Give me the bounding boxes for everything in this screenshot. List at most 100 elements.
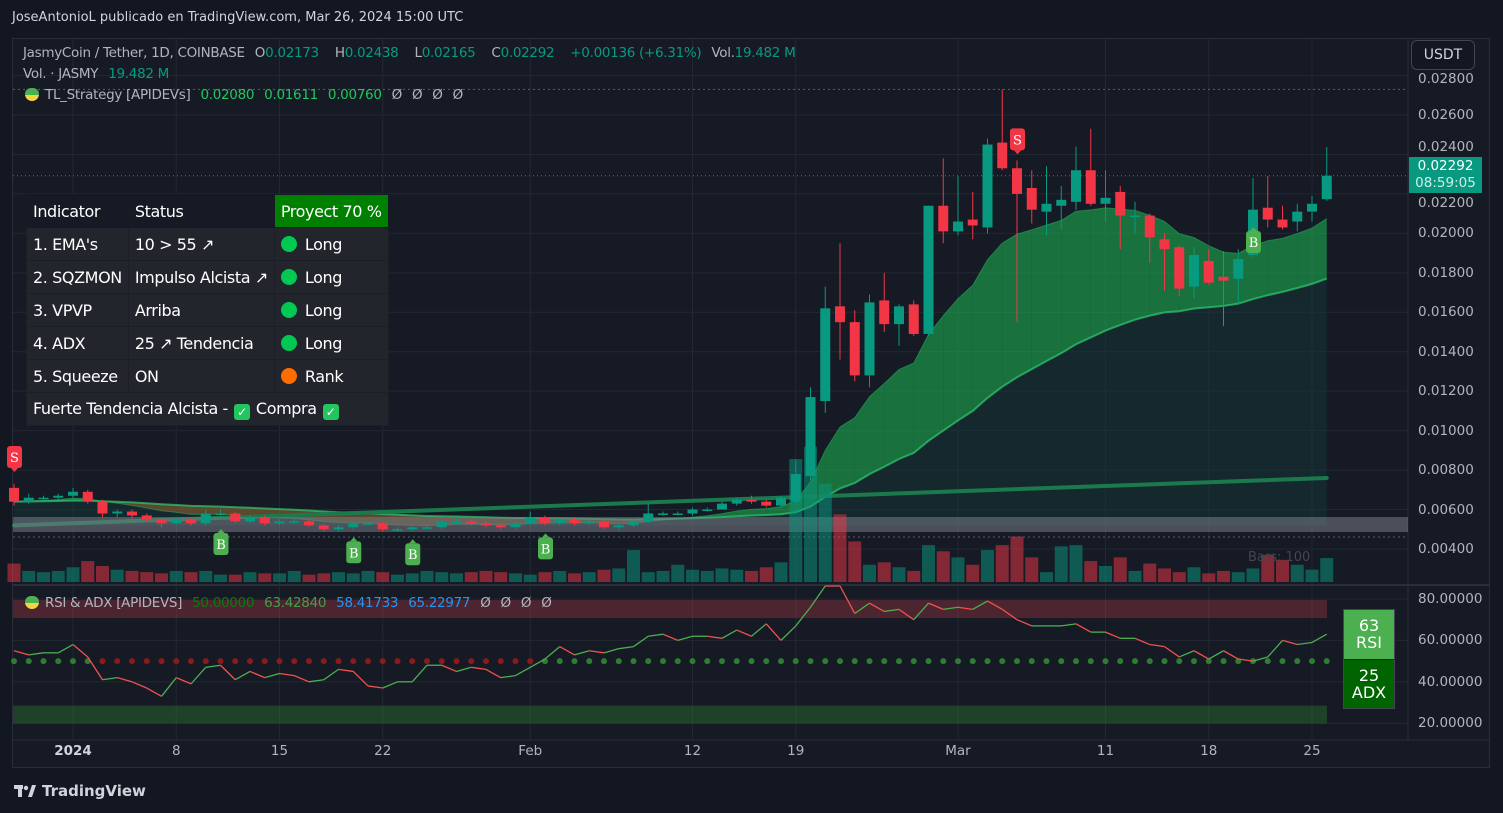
ema-cloud-segment bbox=[205, 506, 221, 515]
rsi-value: 50.00000 bbox=[192, 595, 255, 611]
trend-dot bbox=[866, 658, 873, 665]
candle-body bbox=[849, 322, 860, 376]
rsi-line-segment bbox=[160, 677, 177, 697]
candle-body bbox=[127, 511, 137, 516]
sell-flag bbox=[7, 446, 22, 468]
candle bbox=[1233, 249, 1244, 305]
ema-bands bbox=[12, 88, 1408, 538]
candle-body bbox=[318, 525, 329, 530]
rsi-indicator-name[interactable]: RSI & ADX [APIDEVS] bbox=[45, 595, 183, 611]
ema-cloud-segment bbox=[766, 506, 781, 516]
candle-body bbox=[1307, 203, 1317, 212]
candle-body bbox=[377, 523, 388, 530]
trend-dot bbox=[748, 658, 755, 665]
trend-dot bbox=[306, 658, 312, 665]
candle-body bbox=[1189, 255, 1199, 287]
ema-cloud-segment bbox=[1312, 218, 1327, 284]
volume-bar bbox=[1231, 572, 1245, 582]
rsi-empty: Ø bbox=[520, 595, 532, 611]
volume-bar bbox=[804, 446, 817, 582]
rsi-line-segment bbox=[175, 677, 192, 685]
candle bbox=[1085, 128, 1096, 206]
rsi-legend: RSI & ADX [APIDEVS] 50.00000 63.42840 58… bbox=[25, 595, 558, 611]
candle-body bbox=[923, 205, 934, 334]
adx-number: 25 bbox=[1358, 666, 1380, 685]
volume-indicator-name[interactable]: Vol. · JASMY bbox=[23, 66, 99, 82]
trend-dot bbox=[409, 658, 416, 665]
rsi-line-segment bbox=[102, 677, 118, 681]
rsi-line-segment bbox=[721, 629, 738, 639]
tradingview-logo[interactable]: TradingView bbox=[14, 782, 146, 800]
candle bbox=[776, 495, 786, 508]
volume-bar bbox=[892, 567, 906, 582]
rsi-line-segment bbox=[839, 585, 856, 614]
volume-bar bbox=[966, 564, 980, 582]
volume-bar bbox=[1290, 564, 1304, 582]
candle bbox=[274, 519, 285, 526]
ema-cloud-segment bbox=[1031, 224, 1047, 370]
candle-body bbox=[790, 474, 801, 502]
price-tick: 0.02200 bbox=[1418, 195, 1474, 211]
strategy-name[interactable]: TL_Strategy [APIDEVs] bbox=[45, 87, 191, 103]
trend-dot bbox=[1073, 658, 1079, 665]
volume-bar bbox=[420, 570, 434, 582]
rsi-line-segment bbox=[1267, 639, 1283, 658]
candle bbox=[1174, 245, 1185, 297]
trend-dot bbox=[792, 658, 799, 665]
candle bbox=[481, 521, 491, 528]
rsi-line-segment bbox=[279, 672, 295, 677]
symbol-name[interactable]: JasmyCoin / Tether, 1D, COINBASE bbox=[23, 45, 245, 61]
rsi-line-segment bbox=[603, 648, 619, 654]
table-footer: Fuerte Tendencia Alcista - ✓ Compra ✓ bbox=[26, 392, 389, 426]
rsi-line-segment bbox=[293, 674, 310, 683]
volume-bar bbox=[1040, 572, 1053, 582]
volume-bar bbox=[877, 562, 891, 582]
candle bbox=[363, 521, 373, 526]
frog-icon bbox=[25, 596, 39, 609]
rsi-line-segment bbox=[352, 670, 369, 687]
candle-body bbox=[967, 219, 978, 226]
rsi-line-segment bbox=[146, 687, 162, 697]
trend-dot bbox=[55, 658, 62, 665]
close-value: 0.02292 bbox=[500, 45, 555, 61]
candle-body bbox=[584, 521, 595, 524]
open-value: 0.02173 bbox=[265, 45, 319, 61]
volume-legend: Vol. · JASMY 19.482 M bbox=[23, 66, 175, 82]
indicator-status: Arriba bbox=[127, 293, 275, 327]
vol-label: Vol. bbox=[711, 45, 735, 61]
candle-body bbox=[525, 517, 536, 524]
candle bbox=[879, 272, 890, 332]
candle bbox=[1189, 247, 1199, 299]
candle bbox=[1292, 203, 1303, 232]
volume-bar bbox=[494, 572, 508, 582]
currency-button[interactable]: USDT bbox=[1411, 40, 1475, 70]
trend-dot bbox=[1323, 658, 1330, 665]
candle-body bbox=[141, 515, 152, 520]
trend-dot bbox=[40, 658, 47, 665]
adx-value: 65.22977 bbox=[408, 595, 471, 611]
trend-dot bbox=[1220, 658, 1227, 665]
volume-bar bbox=[995, 545, 1009, 582]
trend-dot bbox=[556, 658, 563, 665]
candle bbox=[112, 509, 123, 518]
indicator-status: ON bbox=[127, 359, 275, 393]
rsi-line-segment bbox=[1001, 608, 1018, 621]
candle bbox=[1130, 201, 1140, 234]
trend-dot bbox=[1264, 658, 1271, 665]
trend-dot bbox=[999, 658, 1006, 665]
rsi-line-segment bbox=[1238, 658, 1254, 662]
rsi-line-segment bbox=[471, 666, 487, 671]
volume-bar bbox=[1187, 567, 1201, 582]
volume-bar bbox=[745, 570, 758, 582]
trend-dot bbox=[955, 658, 961, 665]
candle bbox=[1203, 249, 1214, 285]
indicator-name: 1. EMA's bbox=[26, 227, 129, 261]
candle bbox=[613, 523, 624, 530]
ema-cloud-segment bbox=[176, 504, 191, 515]
signal-label: Long bbox=[304, 333, 343, 353]
check-icon: ✓ bbox=[233, 403, 250, 420]
volume-indicator-value: 19.482 M bbox=[108, 66, 169, 82]
rsi-line-segment bbox=[234, 670, 251, 681]
trend-dot bbox=[188, 658, 194, 665]
